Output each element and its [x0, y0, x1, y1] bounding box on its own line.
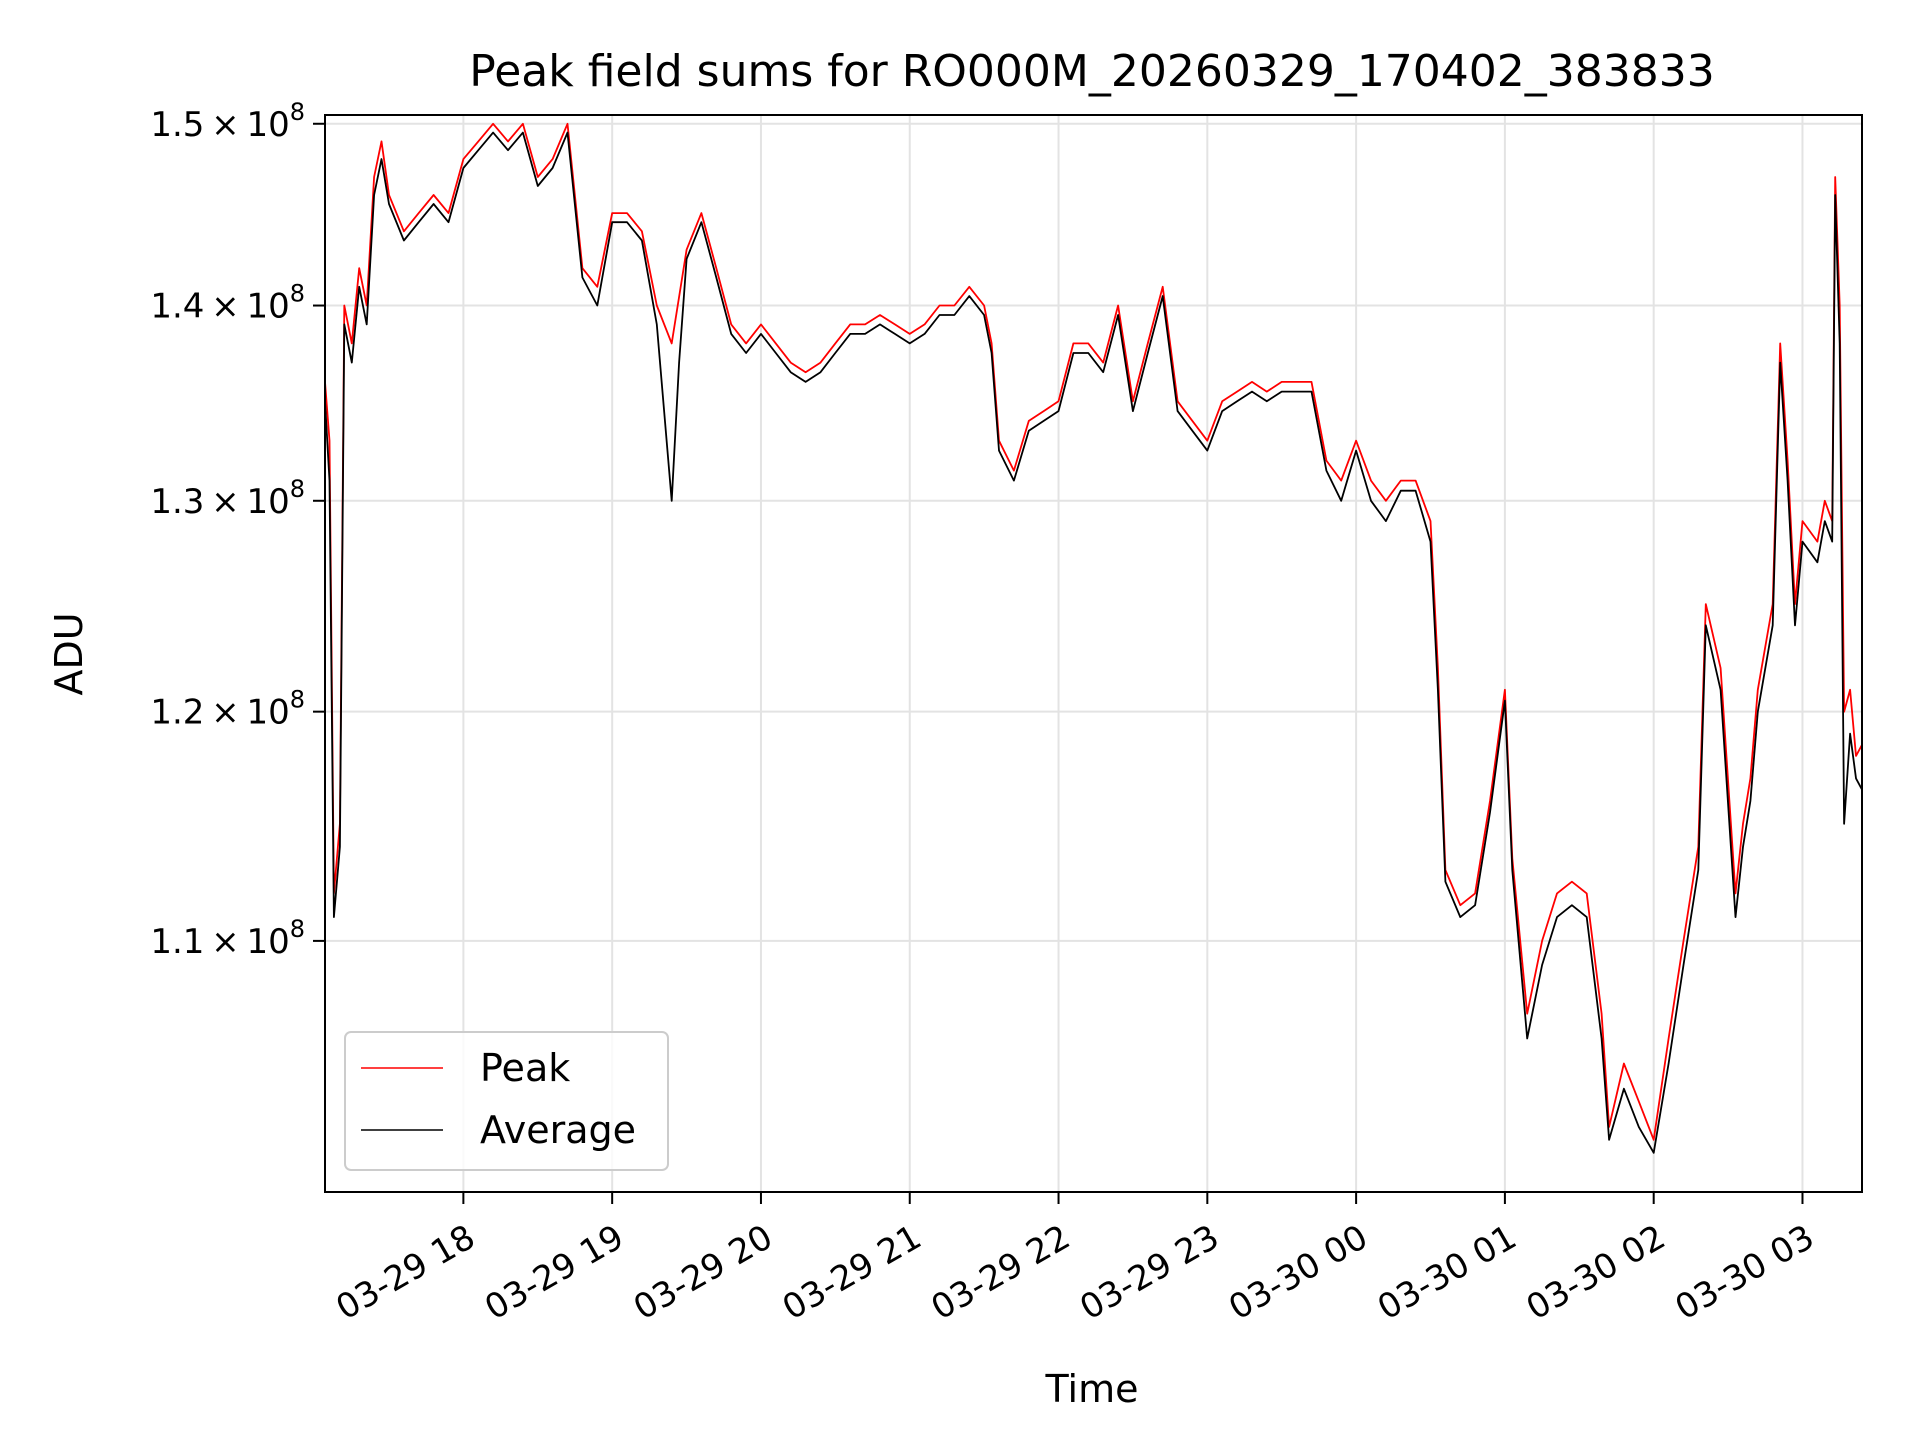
- legend-average-label: Average: [480, 1108, 636, 1152]
- y-tick-label: 1.2 × 108: [150, 686, 305, 733]
- plot-lines: [324, 122, 1863, 1154]
- grid: [325, 115, 1862, 1192]
- x-axis-label: Time: [1045, 1367, 1139, 1411]
- series-line-average: [324, 131, 1863, 1154]
- legend: Peak Average: [344, 1031, 669, 1171]
- y-axis-label: ADU: [47, 612, 91, 695]
- plot-frame: [324, 114, 1863, 1193]
- chart-title: Peak field sums for RO000M_20260329_1704…: [469, 46, 1715, 97]
- legend-box: [344, 1031, 669, 1171]
- legend-peak-label: Peak: [480, 1046, 570, 1090]
- y-tick-label: 1.4 × 108: [150, 280, 305, 327]
- y-tick-label: 1.3 × 108: [150, 475, 305, 522]
- y-tick-label: 1.1 × 108: [150, 915, 305, 962]
- y-axis: 1.1 × 108 1.2 × 108 1.3 × 108 1.4 × 108 1.5 …: [150, 98, 325, 962]
- series-line-peak: [324, 122, 1863, 1141]
- y-tick-label: 1.5 × 108: [150, 98, 305, 145]
